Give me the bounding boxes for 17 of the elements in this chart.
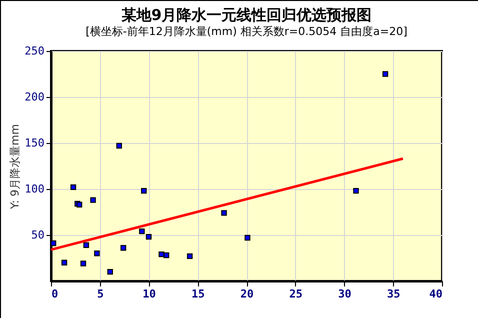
x-tick-label: 0 (52, 288, 58, 300)
x-tick-label: 30 (338, 288, 352, 300)
y-axis-title: Y: 9月降水量mm (8, 124, 22, 210)
x-tick-label: 20 (240, 288, 254, 300)
x-tick-label: 25 (289, 288, 302, 300)
y-tick-label: 100 (24, 182, 44, 196)
chart-title: 某地9月降水一元线性回归优选预报图 (120, 6, 372, 24)
y-tick-label: 250 (24, 44, 44, 58)
x-tick-label: 5 (97, 288, 104, 300)
x-tick-label: 10 (142, 288, 156, 300)
x-tick-label: 15 (192, 288, 205, 300)
chart-subtitle: [横坐标-前年12月降水量(mm) 相关系数r=0.5054 自由度a=20] (86, 25, 408, 38)
y-tick-label: 150 (24, 136, 44, 150)
y-tick-label: 200 (24, 90, 44, 104)
x-tick-label: 40 (429, 288, 442, 300)
x-tick-label: 35 (387, 288, 400, 300)
y-tick-label: 50 (31, 228, 44, 242)
